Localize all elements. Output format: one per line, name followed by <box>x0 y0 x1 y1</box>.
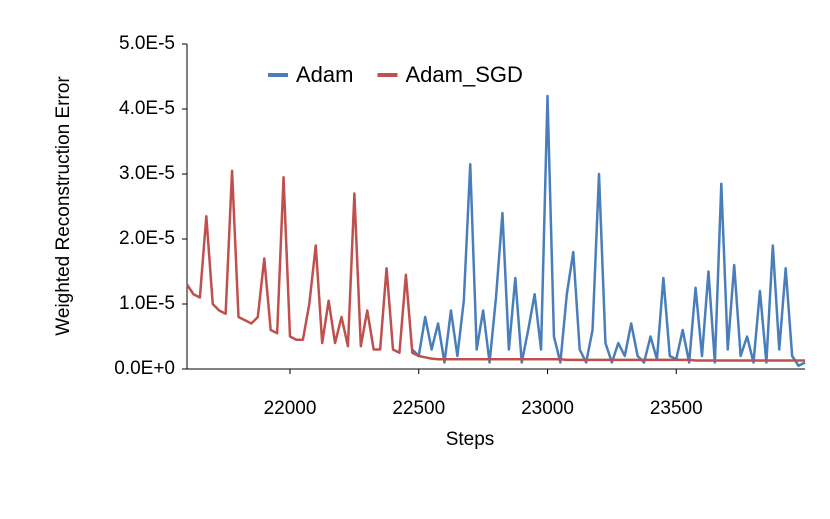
x-axis-title: Steps <box>446 429 495 450</box>
x-tick-label: 22000 <box>264 398 317 419</box>
y-tick-label: 0.0E+0 <box>114 358 175 379</box>
legend-label: Adam <box>296 62 353 87</box>
y-tick-label: 3.0E-5 <box>119 163 175 184</box>
x-tick-label: 23500 <box>650 398 703 419</box>
legend-label: Adam_SGD <box>405 62 522 87</box>
y-axis-title: Weighted Reconstruction Error <box>53 76 74 336</box>
y-tick-label: 5.0E-5 <box>119 33 175 54</box>
line-series <box>185 169 805 362</box>
y-tick-label: 4.0E-5 <box>119 98 175 119</box>
x-tick-label: 22500 <box>392 398 445 419</box>
y-tick-label: 1.0E-5 <box>119 293 175 314</box>
line-series <box>411 94 806 367</box>
y-tick-label: 2.0E-5 <box>119 228 175 249</box>
x-tick-label: 23000 <box>521 398 574 419</box>
